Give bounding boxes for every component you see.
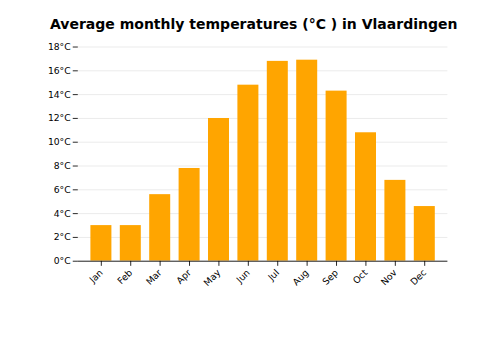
svg-text:16°C: 16°C [48, 65, 71, 76]
svg-text:8°C: 8°C [54, 160, 71, 171]
svg-text:Sep: Sep [320, 267, 340, 287]
svg-text:Aug: Aug [290, 267, 311, 288]
svg-text:14°C: 14°C [48, 89, 71, 100]
svg-text:Jul: Jul [265, 267, 281, 283]
svg-text:10°C: 10°C [48, 136, 71, 147]
svg-text:May: May [201, 266, 223, 288]
svg-text:Jun: Jun [233, 267, 252, 286]
svg-text:18°C: 18°C [48, 41, 71, 52]
svg-text:Jan: Jan [86, 267, 105, 286]
svg-text:2°C: 2°C [54, 231, 71, 242]
svg-text:12°C: 12°C [48, 112, 71, 123]
svg-text:Mar: Mar [144, 267, 164, 287]
html-text:Average monthly temperatures (: Average monthly temperatures (°C ) in Vl… [50, 16, 458, 32]
svg-text:Oct: Oct [350, 267, 369, 286]
svg-text:6°C: 6°C [54, 184, 71, 195]
svg-text:0°C: 0°C [54, 255, 71, 266]
svg-text:Feb: Feb [115, 267, 134, 286]
svg-text:Nov: Nov [378, 266, 399, 287]
svg-text:Apr: Apr [174, 267, 193, 286]
svg-text:Dec: Dec [408, 267, 428, 287]
svg-text:4°C: 4°C [54, 208, 71, 219]
